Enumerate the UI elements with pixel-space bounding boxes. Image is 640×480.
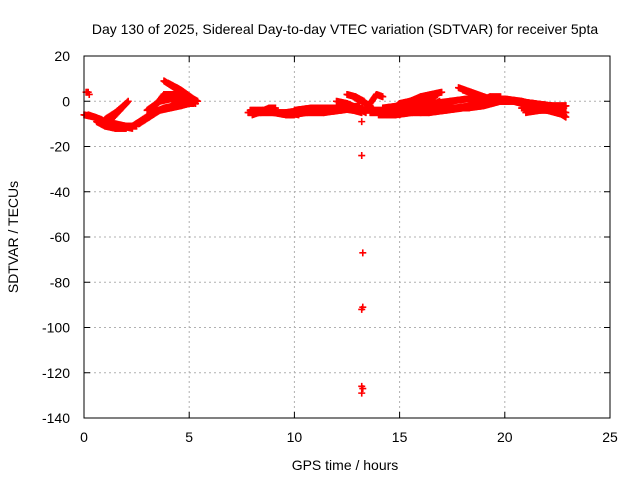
data-point: [379, 93, 387, 101]
data-point: [359, 303, 367, 311]
chart-title: Day 130 of 2025, Sidereal Day-to-day VTE…: [92, 21, 599, 37]
data-point: [359, 249, 367, 257]
data-point: [358, 118, 366, 126]
x-tick-label: 20: [497, 429, 513, 445]
y-tick-label: 20: [54, 48, 70, 64]
data-point: [358, 389, 366, 397]
data-point: [122, 124, 130, 132]
axis-ticks: 0 5 10 15 20 25 -140 -120 -100 -80 -60 -40 -20 0 20: [42, 48, 618, 445]
x-tick-label: 0: [80, 429, 88, 445]
data-points: [80, 77, 570, 397]
data-point: [271, 104, 279, 112]
x-tick-label: 25: [602, 429, 618, 445]
x-tick-label: 15: [392, 429, 408, 445]
data-point: [433, 90, 441, 98]
y-axis-title: SDTVAR / TECUs: [5, 181, 21, 293]
data-point: [85, 90, 93, 98]
y-tick-label: -120: [42, 365, 70, 381]
data-point: [562, 109, 570, 117]
y-tick-label: -80: [50, 274, 70, 290]
data-point: [359, 385, 367, 393]
data-point: [192, 97, 200, 105]
y-tick-label: -60: [50, 229, 70, 245]
x-axis-title: GPS time / hours: [292, 457, 399, 473]
y-tick-label: -140: [42, 410, 70, 426]
y-tick-label: -100: [42, 320, 70, 336]
data-point: [124, 97, 132, 105]
x-tick-label: 5: [185, 429, 193, 445]
y-tick-label: -20: [50, 139, 70, 155]
data-point: [505, 97, 513, 105]
y-tick-label: 0: [62, 93, 70, 109]
data-point: [436, 97, 444, 105]
data-point: [438, 88, 446, 96]
y-tick-label: -40: [50, 184, 70, 200]
data-point: [358, 152, 366, 160]
data-point: [497, 93, 505, 101]
data-point: [562, 102, 570, 110]
x-tick-label: 10: [287, 429, 303, 445]
